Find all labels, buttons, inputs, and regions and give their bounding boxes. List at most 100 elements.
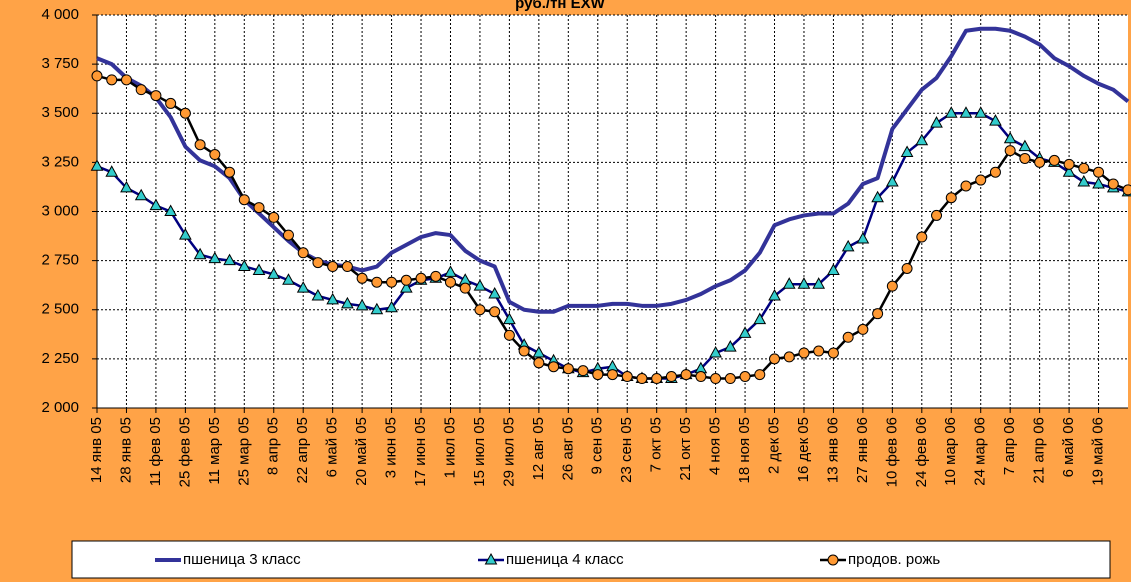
data-point — [841, 239, 855, 252]
data-point — [739, 371, 751, 383]
data-point — [371, 276, 383, 288]
x-tick-label: 1 июл 05 — [441, 417, 458, 478]
data-point — [989, 114, 1002, 126]
data-point — [208, 251, 222, 264]
data-point — [1122, 184, 1131, 196]
data-point — [474, 304, 486, 316]
data-point — [724, 373, 736, 385]
x-tick-label: 6 май 05 — [324, 417, 341, 477]
data-point — [355, 298, 369, 311]
data-point — [238, 194, 250, 206]
data-point — [783, 351, 795, 363]
data-point — [106, 74, 118, 86]
x-tick-label: 21 окт 05 — [677, 417, 694, 481]
x-tick-label: 28 янв 05 — [117, 417, 134, 483]
x-tick-label: 24 мар 06 — [972, 417, 989, 486]
y-tick-label: 3 500 — [41, 104, 79, 121]
x-tick-label: 19 май 06 — [1090, 417, 1107, 486]
x-tick-label: 14 янв 05 — [88, 417, 105, 483]
data-point — [253, 202, 265, 214]
x-tick-label: 13 янв 06 — [824, 417, 841, 483]
legend-marker — [484, 552, 498, 565]
data-point — [296, 281, 310, 293]
data-point — [723, 340, 737, 352]
data-point — [636, 373, 648, 385]
data-point — [975, 174, 987, 186]
data-point — [1034, 156, 1046, 168]
y-tick-label: 2 750 — [41, 252, 79, 269]
x-tick-label: 17 июн 05 — [412, 417, 429, 487]
data-point — [885, 174, 899, 187]
data-point — [827, 347, 839, 359]
series — [91, 70, 1131, 385]
data-point — [680, 369, 692, 381]
data-point — [356, 272, 368, 284]
y-tick-label: 2 500 — [41, 301, 79, 318]
legend-label: пшеница 4 класс — [506, 551, 624, 568]
data-point — [120, 74, 132, 86]
data-point — [872, 308, 884, 320]
data-point — [1077, 174, 1091, 187]
data-point — [386, 276, 398, 288]
data-point — [592, 369, 604, 381]
data-point — [548, 361, 560, 373]
data-point — [150, 90, 162, 102]
data-point — [1003, 131, 1017, 144]
legend-box — [71, 540, 1111, 579]
data-point — [813, 345, 825, 357]
legend-label: продов. рожь — [848, 551, 940, 568]
x-tick-label: 25 фев 05 — [176, 417, 193, 487]
x-tick-label: 11 фев 05 — [147, 417, 164, 486]
data-point — [326, 292, 340, 305]
series-line — [96, 26, 1130, 314]
data-point — [105, 165, 119, 177]
x-tick-label: 4 ноя 05 — [707, 417, 724, 475]
data-point — [1004, 145, 1016, 157]
data-point — [252, 263, 266, 275]
data-point — [1092, 176, 1105, 189]
data-point — [91, 70, 103, 82]
data-point — [959, 106, 973, 118]
data-point — [930, 116, 943, 128]
data-point — [370, 302, 384, 315]
data-point — [444, 265, 457, 277]
x-tick-label: 22 апр 05 — [294, 417, 311, 484]
data-point — [989, 166, 1001, 178]
data-point — [179, 228, 192, 240]
data-point — [695, 371, 707, 383]
y-tick-label: 3 000 — [41, 202, 79, 219]
data-point — [90, 159, 104, 171]
x-tick-label: 16 дек 05 — [795, 417, 812, 482]
data-point — [149, 198, 163, 211]
x-tick-label: 10 фев 06 — [883, 417, 900, 487]
data-point — [179, 107, 191, 119]
data-point — [1063, 158, 1075, 170]
data-point — [607, 369, 618, 381]
data-point — [503, 312, 516, 325]
data-point — [1107, 178, 1119, 190]
data-point — [267, 267, 281, 279]
data-point — [945, 192, 957, 204]
data-point — [209, 149, 221, 161]
data-point — [135, 84, 147, 96]
x-tick-label: 20 май 05 — [353, 417, 370, 486]
legend-label: пшеница 3 класс — [183, 551, 301, 568]
legend: пшеница 3 класс пшеница 4 класс продов. ро… — [71, 540, 1111, 579]
data-point — [282, 229, 294, 241]
legend-marker — [827, 554, 839, 566]
data-point — [193, 247, 207, 260]
data-point — [311, 288, 325, 301]
data-point — [415, 272, 427, 284]
data-point — [856, 231, 870, 244]
y-tick-label: 2 000 — [41, 399, 79, 416]
x-tick-label: 7 окт 05 — [648, 417, 665, 472]
data-point — [341, 296, 354, 309]
data-point — [503, 329, 515, 341]
x-tick-label: 18 ноя 05 — [736, 417, 753, 483]
x-tick-label: 7 апр 06 — [1001, 417, 1018, 475]
data-point — [430, 270, 442, 282]
data-point — [194, 139, 206, 151]
data-point — [459, 282, 471, 294]
data-point — [268, 211, 280, 223]
data-point — [473, 279, 487, 291]
